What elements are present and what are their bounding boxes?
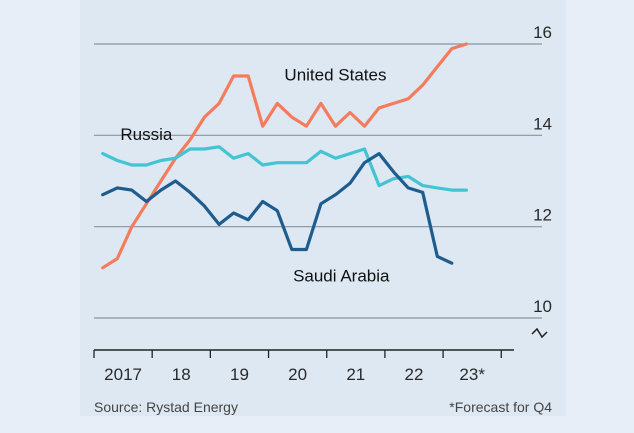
- x-tick-label-2: 19: [230, 365, 249, 384]
- y-tick-label-14: 14: [533, 114, 552, 133]
- x-tick-label-6: 23*: [459, 365, 485, 384]
- series-line-united-states: [101, 42, 468, 270]
- x-tick-label-0: 2017: [104, 365, 142, 384]
- x-tick-label-1: 18: [172, 365, 191, 384]
- series-line-russia: [101, 145, 468, 192]
- forecast-footnote: *Forecast for Q4: [449, 399, 552, 415]
- x-tick-label-3: 20: [288, 365, 307, 384]
- series-line-saudi-arabia: [101, 152, 454, 265]
- x-tick-label-5: 22: [405, 365, 424, 384]
- series-label-united-states: United States: [284, 66, 386, 85]
- line-chart: 10 12 14 16 2017 18 19 20 21 22 23* United States…: [93, 23, 552, 415]
- series-label-russia: Russia: [120, 125, 173, 144]
- x-tick-label-4: 21: [346, 365, 365, 384]
- y-tick-label-10: 10: [533, 297, 552, 316]
- series-label-saudi-arabia: Saudi Arabia: [293, 266, 390, 285]
- chart-panel: 10 12 14 16 2017 18 19 20 21 22 23* United States…: [80, 0, 566, 416]
- axis-break-icon: [531, 327, 548, 339]
- y-tick-label-12: 12: [533, 206, 552, 225]
- y-tick-label-16: 16: [533, 23, 552, 42]
- source-note: Source: Rystad Energy: [94, 399, 238, 415]
